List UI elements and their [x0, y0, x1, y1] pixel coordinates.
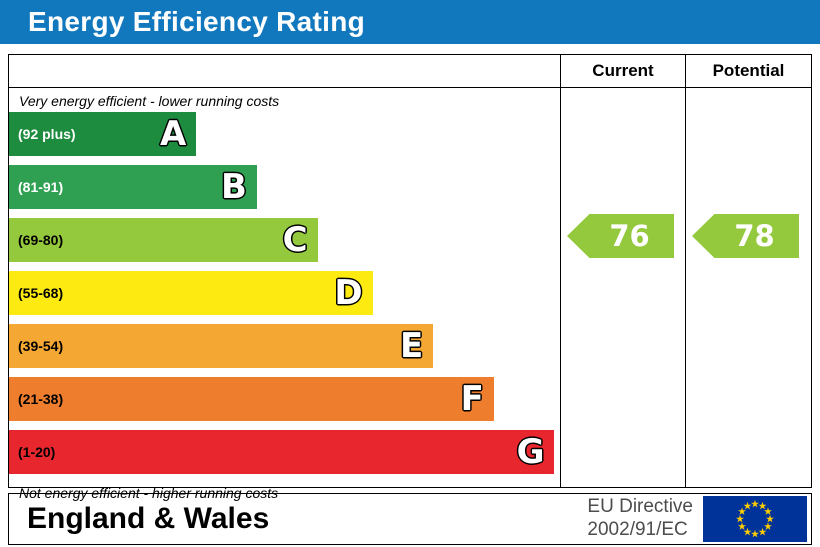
potential-header: Potential [686, 55, 811, 88]
band-range-label: (81-91) [18, 179, 64, 195]
energy-rating-chart: Very energy efficient - lower running co… [8, 54, 812, 501]
band-row-e: (39-54) E [9, 324, 560, 374]
potential-rating-arrow: 78 [692, 214, 799, 258]
current-rating-value: 76 [609, 219, 650, 253]
band-range-label: (21-38) [18, 391, 64, 407]
band-letter: G [516, 432, 545, 472]
band-row-f: (21-38) F [9, 377, 560, 427]
band-range-label: (92 plus) [18, 126, 76, 142]
band-bar-c: (69-80) C [9, 218, 318, 262]
current-header: Current [561, 55, 685, 88]
potential-column: Potential 78 [686, 55, 811, 487]
band-range-label: (39-54) [18, 338, 64, 354]
eu-flag-icon [703, 496, 807, 542]
band-bar-b: (81-91) B [9, 165, 257, 209]
band-bar-a: (92 plus) A [9, 112, 197, 156]
band-bar-d: (55-68) D [9, 271, 373, 315]
title-bar: Energy Efficiency Rating [0, 0, 820, 44]
top-note: Very energy efficient - lower running co… [19, 93, 280, 109]
band-row-g: (1-20) G [9, 430, 560, 480]
band-letter: E [400, 326, 424, 366]
page-title: Energy Efficiency Rating [28, 6, 366, 37]
band-row-b: (81-91) B [9, 165, 560, 215]
band-letter: B [221, 167, 247, 207]
eu-directive-line1: EU Directive [587, 496, 693, 518]
band-row-a: (92 plus) A [9, 112, 560, 162]
band-row-d: (55-68) D [9, 271, 560, 321]
band-bar-g: (1-20) G [9, 430, 555, 474]
footer-right: EU Directive 2002/91/EC [587, 496, 811, 542]
bottom-note: Not energy efficient - higher running co… [19, 485, 279, 501]
band-bar-f: (21-38) F [9, 377, 494, 421]
band-range-label: (69-80) [18, 232, 64, 248]
eu-directive-line2: 2002/91/EC [587, 519, 688, 540]
band-bar-e: (39-54) E [9, 324, 434, 368]
band-range-label: (55-68) [18, 285, 64, 301]
band-letter: F [460, 379, 484, 419]
current-rating-arrow: 76 [567, 214, 674, 258]
bands-header-spacer [9, 55, 560, 88]
eu-directive-text: EU Directive 2002/91/EC [587, 496, 693, 542]
band-list: (92 plus) A (81-91) B (69-80) C (55-68) D (39-54… [9, 109, 560, 480]
band-letter: A [160, 114, 187, 154]
bands-column: Very energy efficient - lower running co… [9, 55, 561, 501]
band-letter: C [282, 220, 308, 260]
footer-bar: England & Wales EU Directive 2002/91/EC [8, 493, 812, 545]
potential-rating-value: 78 [734, 219, 775, 253]
band-letter: D [334, 273, 363, 313]
region-label: England & Wales [27, 502, 270, 535]
current-column: Current 76 [561, 55, 686, 487]
band-row-c: (69-80) C [9, 218, 560, 268]
band-range-label: (1-20) [18, 444, 56, 460]
